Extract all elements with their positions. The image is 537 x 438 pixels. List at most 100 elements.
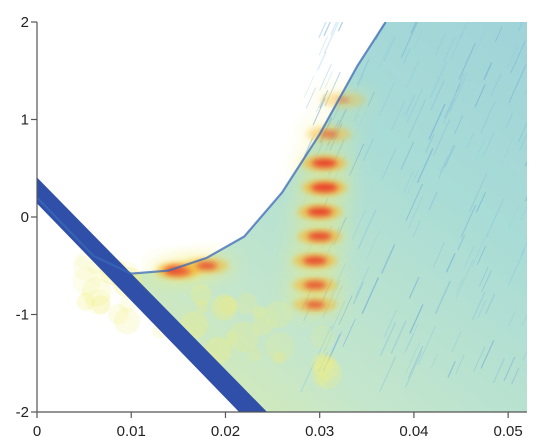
texture-streak [403, 171, 414, 193]
texture-streak [323, 333, 341, 371]
x-tick-label: 0.03 [305, 423, 334, 438]
texture-streak [510, 367, 520, 385]
texture-streak [362, 137, 375, 161]
texture-streak [403, 47, 411, 64]
texture-streak [519, 132, 527, 151]
texture-streak [406, 61, 419, 89]
texture-streak [479, 267, 489, 287]
texture-streak [473, 30, 486, 55]
texture-streak [432, 242, 445, 268]
texture-streak [450, 31, 464, 59]
texture-streak [379, 82, 395, 116]
texture-streak [492, 358, 505, 384]
texture-streak [379, 322, 397, 356]
texture-streak [505, 112, 514, 129]
glow-patch [265, 331, 295, 362]
texture-streak [324, 71, 333, 89]
texture-streak [407, 196, 424, 229]
texture-streak [366, 230, 380, 260]
texture-streak [523, 87, 527, 97]
texture-streak [428, 103, 446, 140]
texture-streak [439, 155, 449, 173]
texture-streak [317, 352, 328, 373]
texture-streak [476, 245, 486, 266]
texture-streak [407, 99, 426, 139]
hotspot [299, 122, 360, 147]
texture-streak [319, 63, 332, 91]
texture-streak [357, 209, 377, 250]
texture-streak [338, 295, 353, 325]
texture-streak [407, 169, 420, 194]
texture-streak [503, 356, 516, 382]
glow-patch [272, 351, 286, 365]
texture-streak [318, 22, 327, 39]
texture-streak [445, 253, 456, 273]
texture-streak [342, 318, 356, 347]
texture-streak [460, 204, 477, 238]
texture-streak [447, 360, 456, 378]
texture-streak [428, 191, 438, 211]
texture-streak [520, 205, 527, 221]
texture-streak [434, 33, 446, 56]
texture-streak [391, 100, 406, 131]
texture-streak [425, 134, 435, 153]
x-tick-group: 0 0.01 0.02 0.03 0.04 0.05 [33, 412, 523, 438]
texture-streak [356, 58, 370, 86]
texture-streak [317, 325, 332, 356]
glow-patch [252, 306, 280, 334]
hotspot [284, 273, 345, 298]
texture-streak [430, 353, 439, 369]
hotspot [289, 200, 350, 225]
texture-streak [410, 22, 417, 34]
texture-streak [480, 340, 495, 369]
texture-streak [417, 325, 437, 366]
upper-boundary-edge [37, 22, 387, 275]
lower-branch-band [37, 177, 268, 412]
texture-streak [305, 87, 317, 109]
texture-streak [316, 51, 327, 71]
texture-streak [464, 245, 475, 267]
texture-streak [413, 27, 424, 50]
texture-streak [322, 333, 333, 354]
texture-streak [485, 198, 505, 238]
texture-streak [303, 75, 315, 98]
glow-patch [235, 292, 258, 315]
texture-streak [457, 234, 466, 251]
texture-streak [507, 248, 526, 286]
texture-streak [481, 270, 492, 293]
texture-streak [405, 342, 420, 374]
glow-patch [195, 300, 209, 314]
glow-patch [247, 347, 262, 362]
texture-streak [521, 313, 527, 326]
texture-streak [454, 115, 464, 135]
y-tick-label: -1 [16, 307, 29, 324]
glow-patch [190, 284, 212, 306]
texture-streak [468, 172, 488, 213]
texture-streak [354, 266, 370, 298]
glow-patch [311, 358, 343, 389]
texture-streak [455, 354, 465, 375]
glow-patch [86, 289, 112, 315]
glow-patch [113, 307, 141, 335]
glow-patch [224, 331, 239, 346]
texture-streak [456, 277, 464, 292]
texture-streak [381, 148, 397, 180]
texture-streak [510, 40, 526, 74]
texture-streak [349, 143, 365, 176]
texture-streak [459, 22, 468, 39]
glow-patch [72, 266, 101, 296]
texture-streak [433, 119, 451, 156]
glow-patch [311, 353, 333, 376]
texture-streak [482, 131, 495, 157]
texture-streak [495, 26, 503, 42]
x-tick-label: 0.02 [211, 423, 240, 438]
texture-streak [361, 277, 380, 314]
texture-streak [475, 138, 486, 160]
texture-streak [484, 293, 496, 315]
texture-streak [506, 44, 519, 69]
texture-streak [400, 22, 419, 59]
x-tick-label: 0.04 [399, 423, 428, 438]
texture-streak [404, 323, 419, 353]
texture-streak [444, 145, 456, 168]
texture-streak [475, 191, 487, 213]
